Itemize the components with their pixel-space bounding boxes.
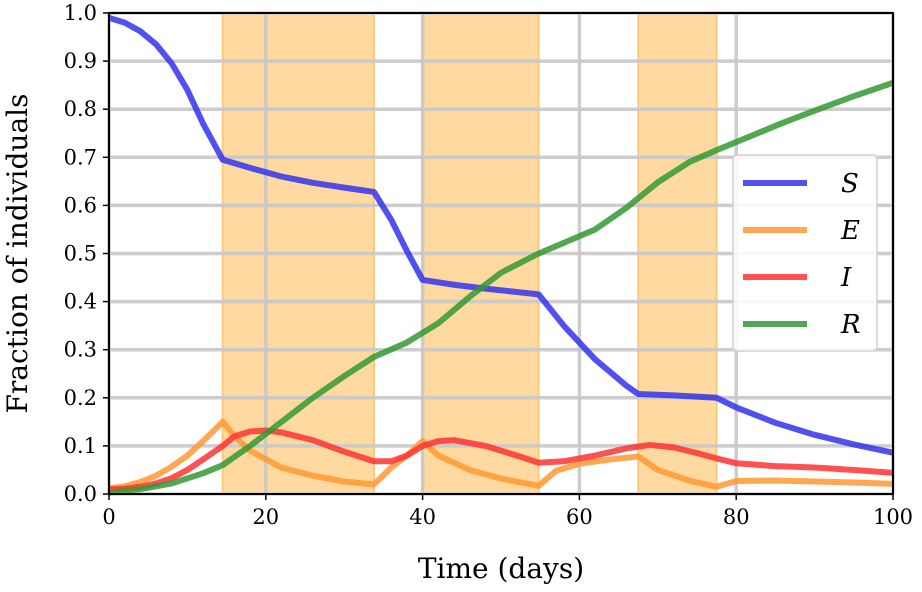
legend-label-I: I xyxy=(840,263,852,293)
y-axis-label: Fraction of individuals xyxy=(1,94,34,414)
legend-box xyxy=(732,154,878,352)
series-line-S xyxy=(108,14,894,456)
x-tick-label-2: 40 xyxy=(409,505,436,529)
series-line-I xyxy=(108,427,894,493)
y-tick-label-1: 0.1 xyxy=(64,434,97,458)
y-ticks: 0.0 0.1 0.2 0.3 0.4 0.5 0.6 0.7 0.8 0.9 1.0 xyxy=(64,1,109,506)
y-tick-label-2: 0.2 xyxy=(64,386,97,410)
y-tick-label-4: 0.4 xyxy=(64,290,97,314)
y-tick-label-9: 0.9 xyxy=(64,49,97,73)
y-tick-label-10: 1.0 xyxy=(64,1,97,25)
y-tick-label-0: 0.0 xyxy=(64,482,97,506)
y-tick-label-5: 0.5 xyxy=(64,242,97,266)
legend-label-E: E xyxy=(840,216,860,246)
series-line-R xyxy=(108,79,894,496)
legend-label-R: R xyxy=(840,310,861,340)
x-tick-label-5: 100 xyxy=(873,505,913,529)
x-ticks: 0 20 40 60 80 100 xyxy=(102,494,913,529)
x-tick-label-4: 80 xyxy=(723,505,750,529)
y-tick-label-6: 0.6 xyxy=(64,193,97,217)
x-tick-label-3: 60 xyxy=(566,505,593,529)
series-line-E xyxy=(108,418,894,492)
x-axis-label: Time (days) xyxy=(418,552,584,585)
y-tick-label-3: 0.3 xyxy=(64,338,97,362)
x-tick-label-1: 20 xyxy=(252,505,279,529)
y-tick-label-7: 0.7 xyxy=(64,145,97,169)
y-tick-label-8: 0.8 xyxy=(64,97,97,121)
legend-label-S: S xyxy=(841,169,859,199)
series-lines xyxy=(108,14,894,496)
x-tick-label-0: 0 xyxy=(102,505,115,529)
